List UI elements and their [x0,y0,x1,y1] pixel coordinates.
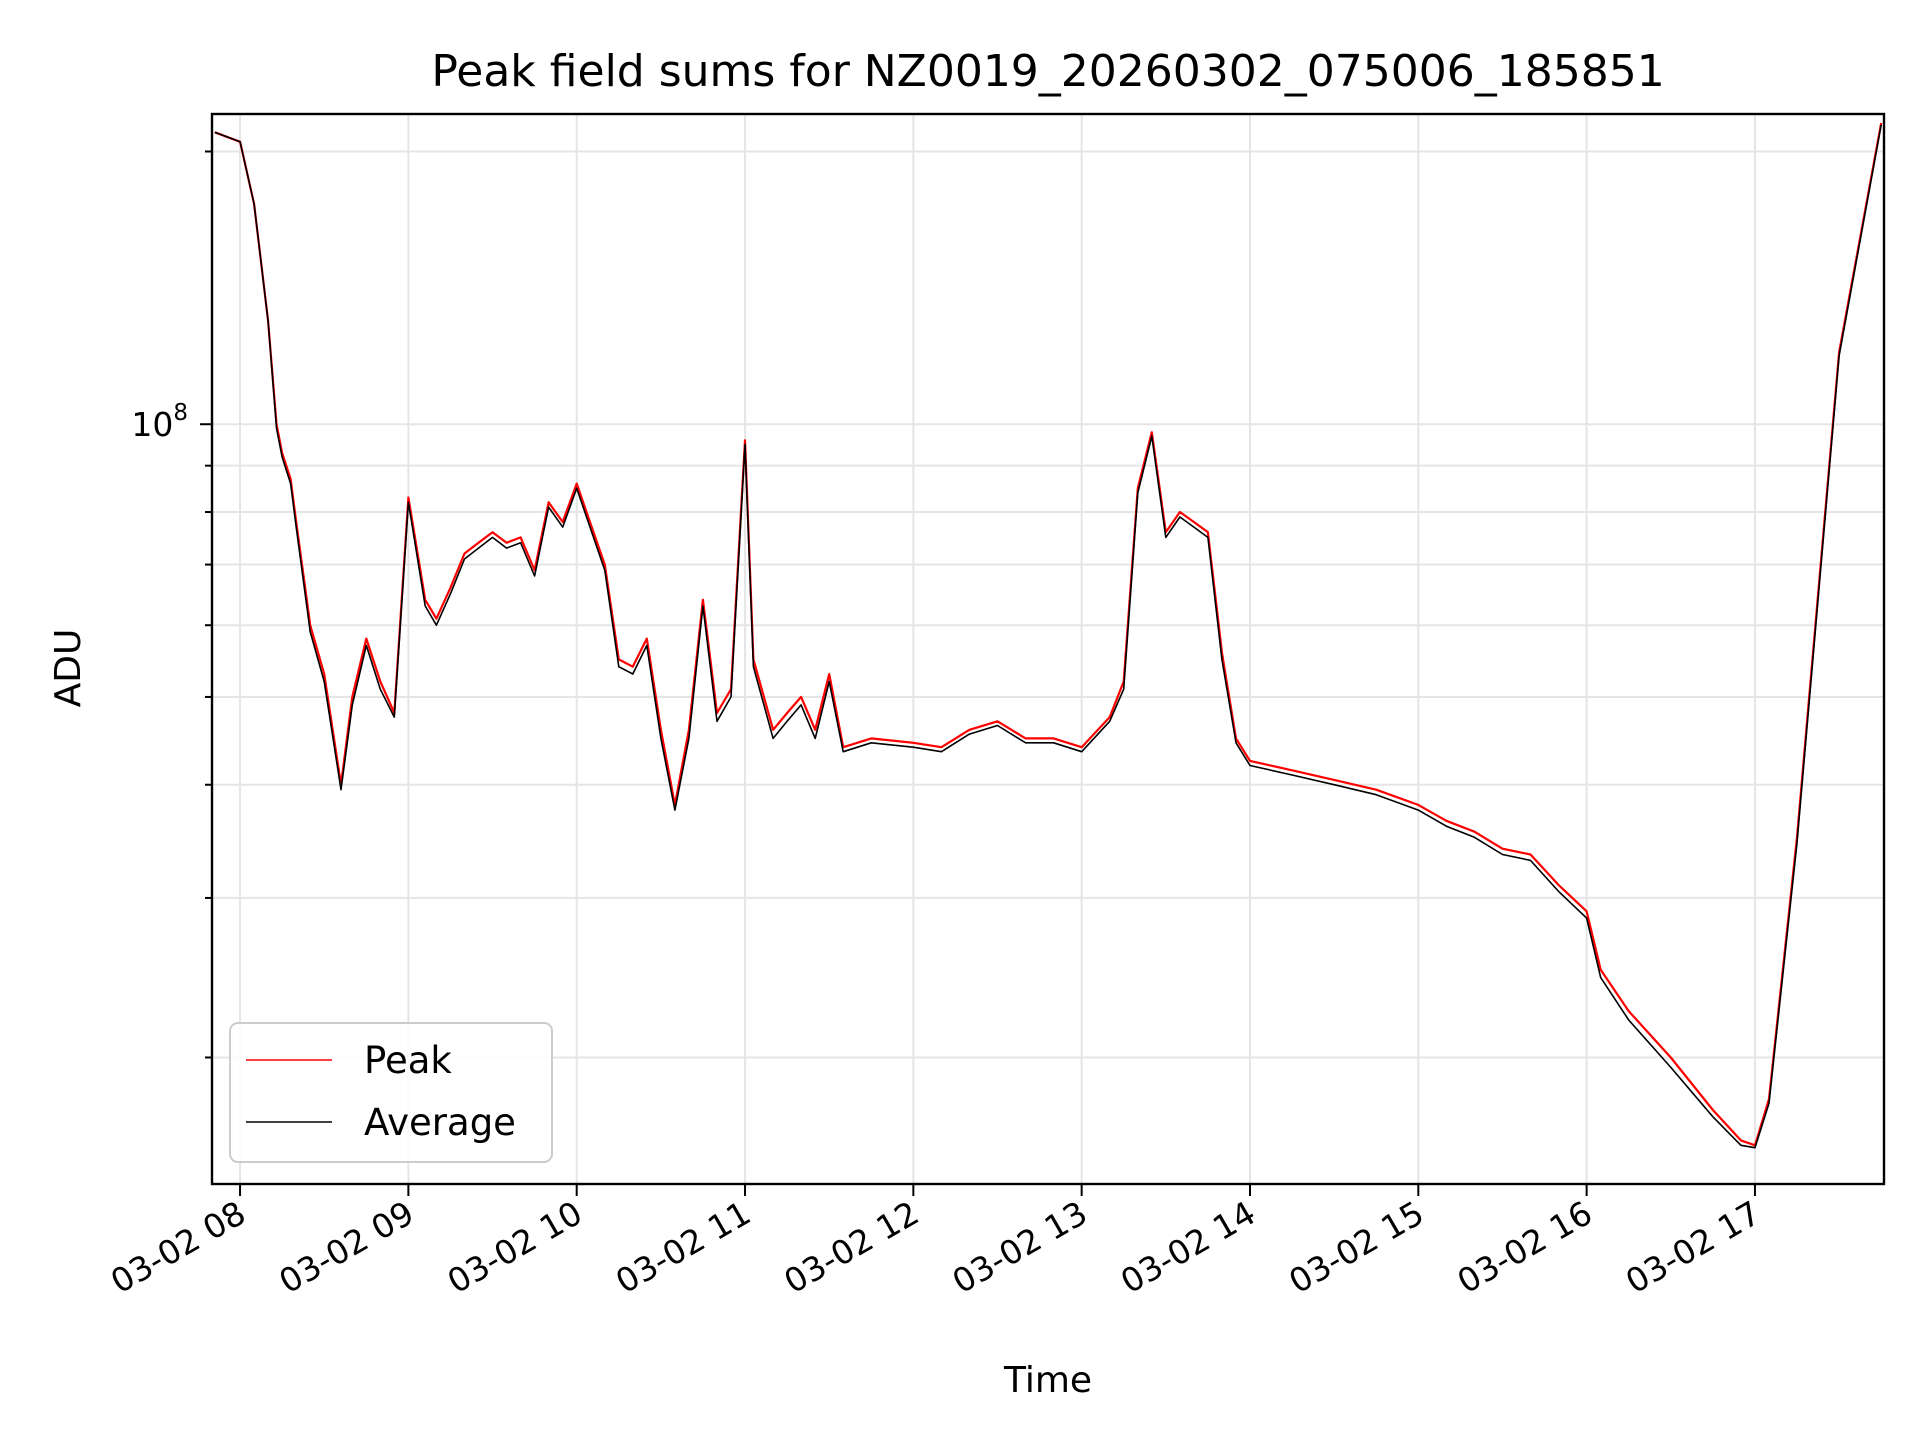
y-tick-label-exponent: 8 [173,400,188,426]
x-axis-label: Time [1003,1360,1092,1401]
series-line-average [214,124,1882,1149]
chart-title: Peak field sums for NZ0019_20260302_0750… [431,46,1664,97]
legend-peak-label: Peak [364,1039,452,1082]
plot-frame [210,112,1886,1186]
legend-box [229,1022,553,1163]
y-tick-label-base: 10 [131,405,173,444]
legend-average-label: Average [364,1101,516,1144]
series-lines [214,122,1883,1149]
legend: Peak Average [229,1022,553,1163]
y-tick-label: 108 [131,400,188,444]
y-axis-label: ADU [48,629,89,708]
